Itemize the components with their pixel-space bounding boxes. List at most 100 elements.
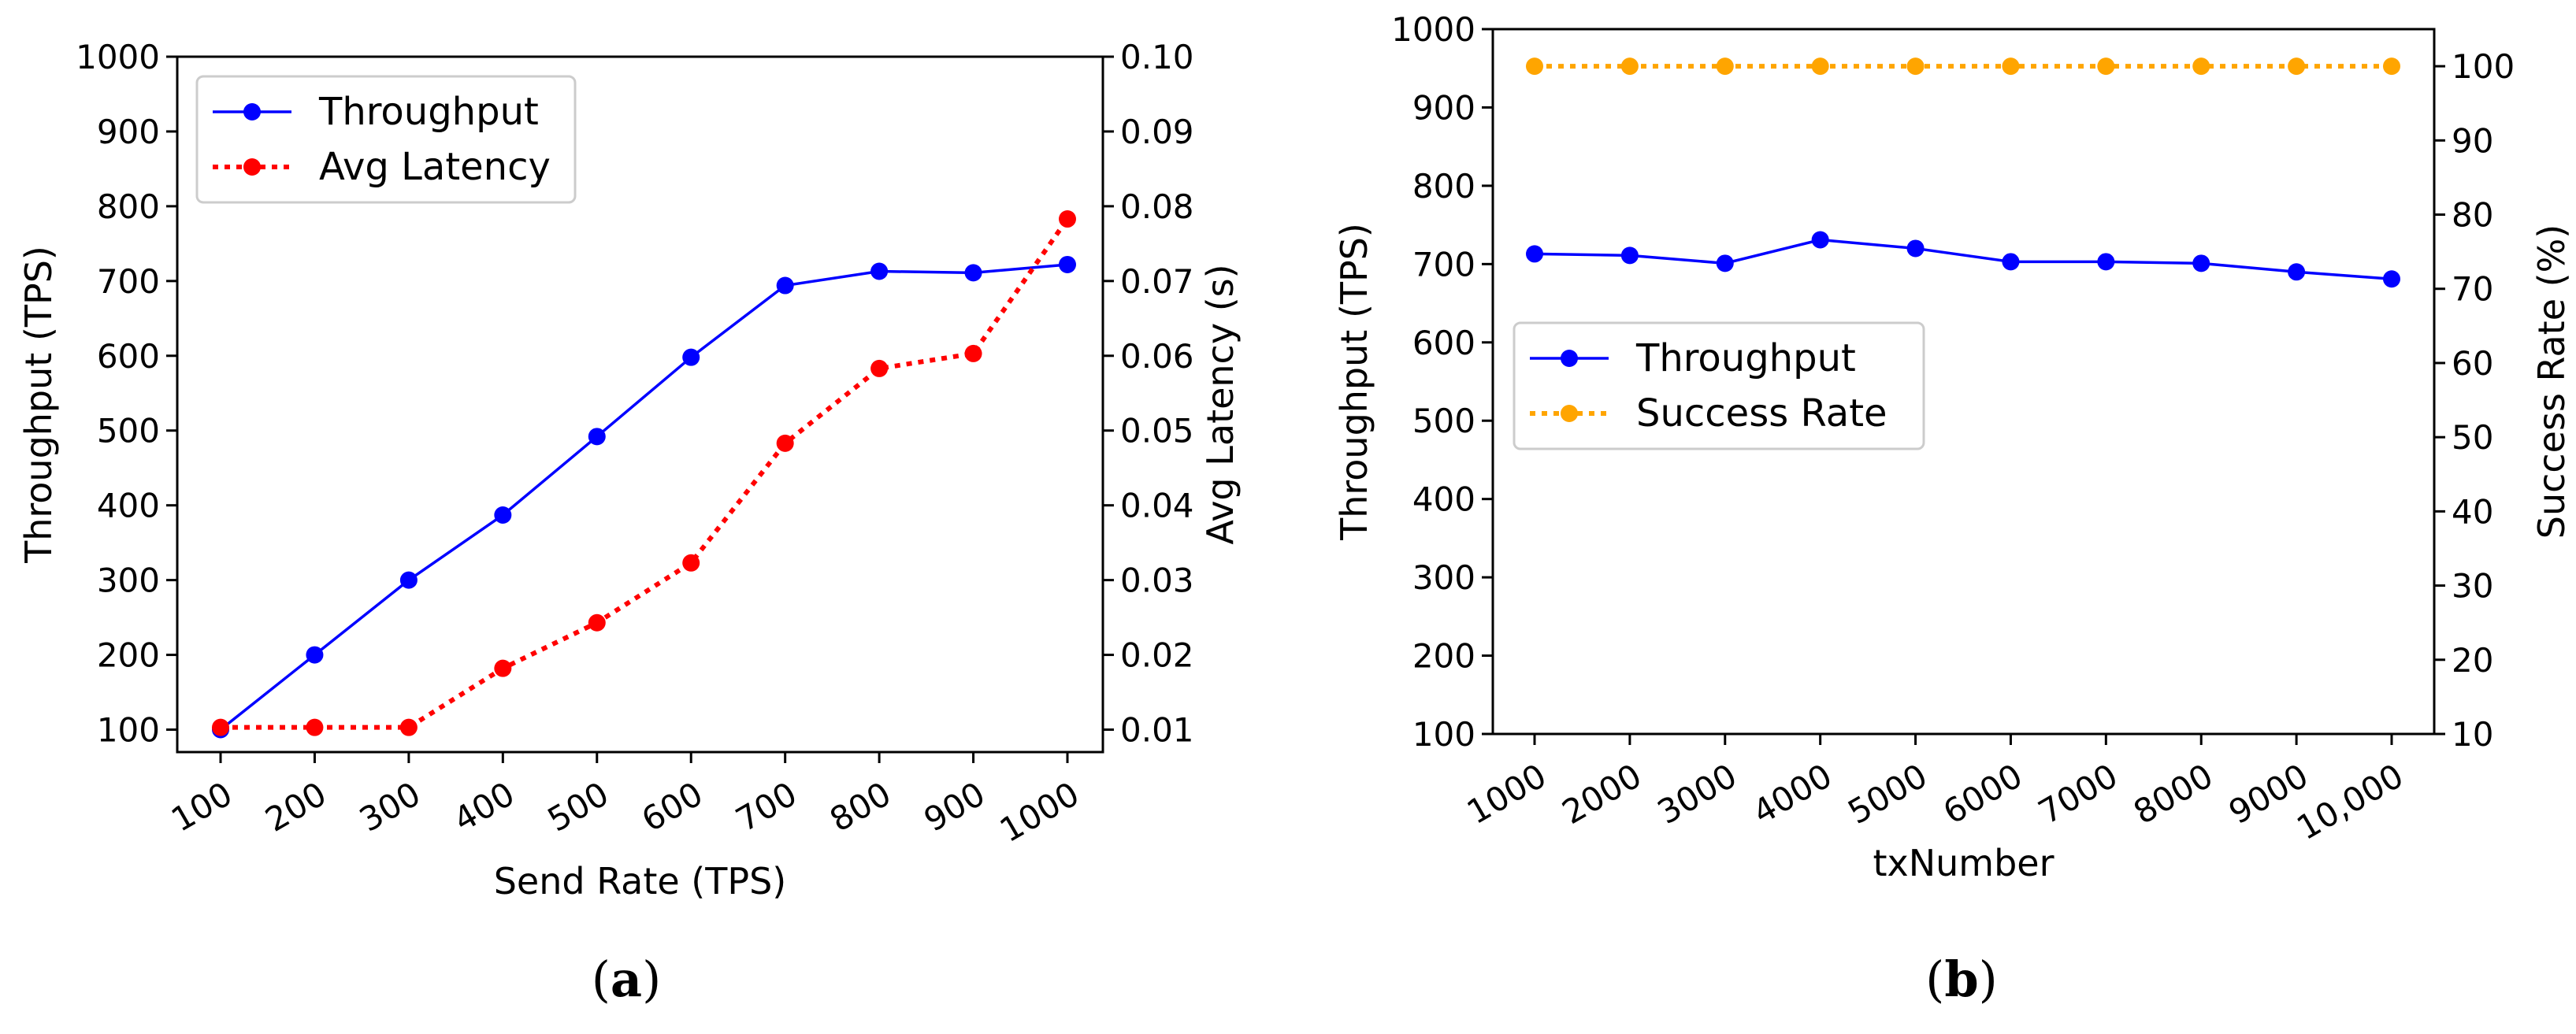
data-point-throughput [306,646,324,664]
data-point-success-rate [1526,57,1543,76]
data-point-throughput [2192,254,2210,272]
y-left-tick-label: 600 [1412,324,1475,362]
data-point-avg-latency [776,434,794,452]
data-point-avg-latency [399,718,418,736]
x-tick-label: 3000 [1651,756,1743,832]
y-right-tick-label: 0.07 [1120,262,1194,301]
legend-swatch-marker [1561,405,1578,422]
data-point-throughput [1059,255,1076,273]
caption-close-paren: ) [1979,951,1998,1008]
x-tick-label: 900 [918,774,992,839]
y-right-tick-label: 0.02 [1120,636,1194,675]
legend-label: Throughput [1635,336,1856,380]
y-left-tick-label: 1000 [76,38,160,76]
y-right-tick-label: 10 [2452,715,2493,754]
y-right-tick-label: 60 [2452,344,2493,383]
data-point-throughput [588,428,606,446]
legend-label: Avg Latency [319,145,551,189]
legend-box [195,75,577,204]
y-left-tick-label: 1000 [1391,10,1475,49]
data-point-throughput [1811,231,1829,249]
x-tick-label: 300 [353,774,427,839]
data-point-success-rate [1811,57,1829,76]
y-left-tick-label: 400 [97,487,160,525]
legend: Throughput Avg Latency [195,75,577,204]
y-left-tick-label: 300 [97,561,160,600]
plot-frame [176,55,1104,754]
data-point-avg-latency [306,718,324,736]
data-point-success-rate [2002,57,2020,76]
caption-close-paren: ) [642,951,661,1008]
data-point-avg-latency [212,718,229,736]
data-point-success-rate [2383,57,2400,76]
x-axis-title: txNumber [1873,842,2054,884]
panel-caption: (a) [592,951,662,1008]
y-right-tick-label: 0.03 [1120,561,1194,600]
y-left-tick-label: 200 [1412,637,1475,676]
y-right-tick-label: 0.01 [1120,711,1194,750]
caption-open-paren: ( [1925,951,1944,1008]
x-tick-label: 7000 [2032,756,2124,832]
x-tick-label: 500 [541,774,615,839]
y-right-tick-label: 0.09 [1120,113,1194,151]
data-point-avg-latency [494,659,512,677]
data-point-throughput [870,262,889,280]
y-right-tick-label: 70 [2452,270,2493,309]
data-point-throughput [1716,254,1734,272]
legend-swatch-marker [243,103,261,120]
plot-frame [1491,28,2436,736]
y-left-axis-title: Throughput (TPS) [17,246,60,564]
data-point-avg-latency [870,359,889,377]
x-tick-label: 100 [165,774,239,839]
y-right-tick-label: 0.06 [1120,337,1194,376]
caption-label: a [611,951,642,1008]
y-left-tick-label: 800 [1412,167,1475,206]
y-right-tick-label: 0.08 [1120,187,1194,226]
data-point-throughput [2097,253,2115,271]
x-tick-label: 8000 [2127,756,2219,832]
y-right-tick-label: 0.10 [1120,38,1194,76]
x-tick-label: 600 [635,774,709,839]
data-point-throughput [964,264,982,282]
x-tick-label: 400 [447,774,521,839]
y-right-tick-label: 0.04 [1120,487,1194,525]
legend-swatch-marker [1561,350,1578,367]
y-right-axis-title: Success Rate (%) [2530,224,2573,539]
data-point-throughput [2383,270,2400,288]
data-point-avg-latency [682,554,700,572]
data-point-throughput [682,348,700,366]
y-right-tick-label: 80 [2452,196,2493,235]
y-left-tick-label: 500 [1412,402,1475,440]
y-left-tick-label: 600 [97,337,160,376]
y-right-tick-label: 0.05 [1120,412,1194,450]
y-left-tick-label: 200 [97,636,160,675]
x-tick-label: 10,000 [2290,756,2410,847]
x-tick-label: 200 [259,774,333,839]
data-point-success-rate [1716,57,1734,76]
y-right-tick-label: 40 [2452,492,2493,531]
series-line-throughput [219,263,1068,731]
y-right-tick-label: 50 [2452,418,2493,457]
x-tick-label: 5000 [1841,756,1933,832]
x-tick-label: 4000 [1746,756,1839,832]
y-left-tick-label: 900 [1412,88,1475,127]
data-point-avg-latency [1059,210,1076,228]
y-left-tick-label: 100 [1412,715,1475,754]
data-point-throughput [776,276,794,295]
legend: Throughput Success Rate [1513,321,1925,450]
panel-caption: (b) [1925,951,1998,1008]
x-tick-label: 700 [729,774,804,839]
data-point-success-rate [2192,57,2210,76]
data-point-throughput [1620,246,1639,265]
y-left-tick-label: 100 [97,711,160,750]
y-left-tick-label: 800 [97,187,160,226]
data-point-success-rate [1906,57,1925,76]
y-right-tick-label: 30 [2452,567,2493,606]
y-left-tick-label: 700 [97,262,160,301]
data-point-throughput [494,506,512,524]
x-tick-label: 1000 [1461,756,1553,832]
x-tick-label: 2000 [1556,756,1648,832]
data-point-avg-latency [964,344,982,362]
y-left-axis-title: Throughput (TPS) [1333,223,1375,541]
